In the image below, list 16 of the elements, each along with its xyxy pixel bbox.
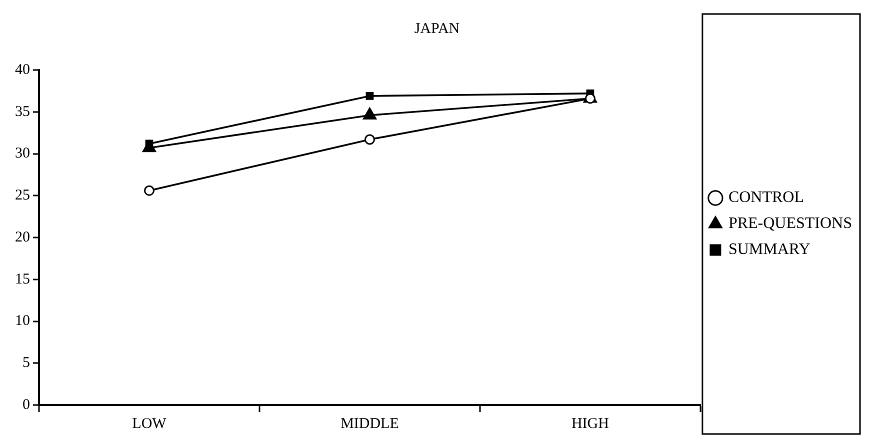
chart-title: JAPAN	[414, 20, 460, 37]
y-tick-label: 10	[15, 313, 30, 330]
y-tick-label: 40	[15, 62, 30, 78]
y-tick-label: 5	[22, 355, 30, 372]
legend-label: CONTROL	[728, 189, 804, 206]
y-tick-label: 0	[22, 396, 30, 413]
y-tick-label: 30	[15, 146, 30, 162]
legend-label: SUMMARY	[728, 241, 811, 258]
x-tick-label: HIGH	[571, 416, 610, 432]
x-tick-label: LOW	[132, 416, 168, 432]
y-tick-label: 25	[15, 188, 30, 204]
legend-label: PRE-QUESTIONS	[728, 215, 852, 232]
x-tick-label: MIDDLE	[340, 416, 399, 432]
y-tick-label: 20	[15, 229, 30, 246]
y-tick-label: 35	[15, 104, 30, 120]
y-tick-label: 15	[15, 271, 30, 288]
